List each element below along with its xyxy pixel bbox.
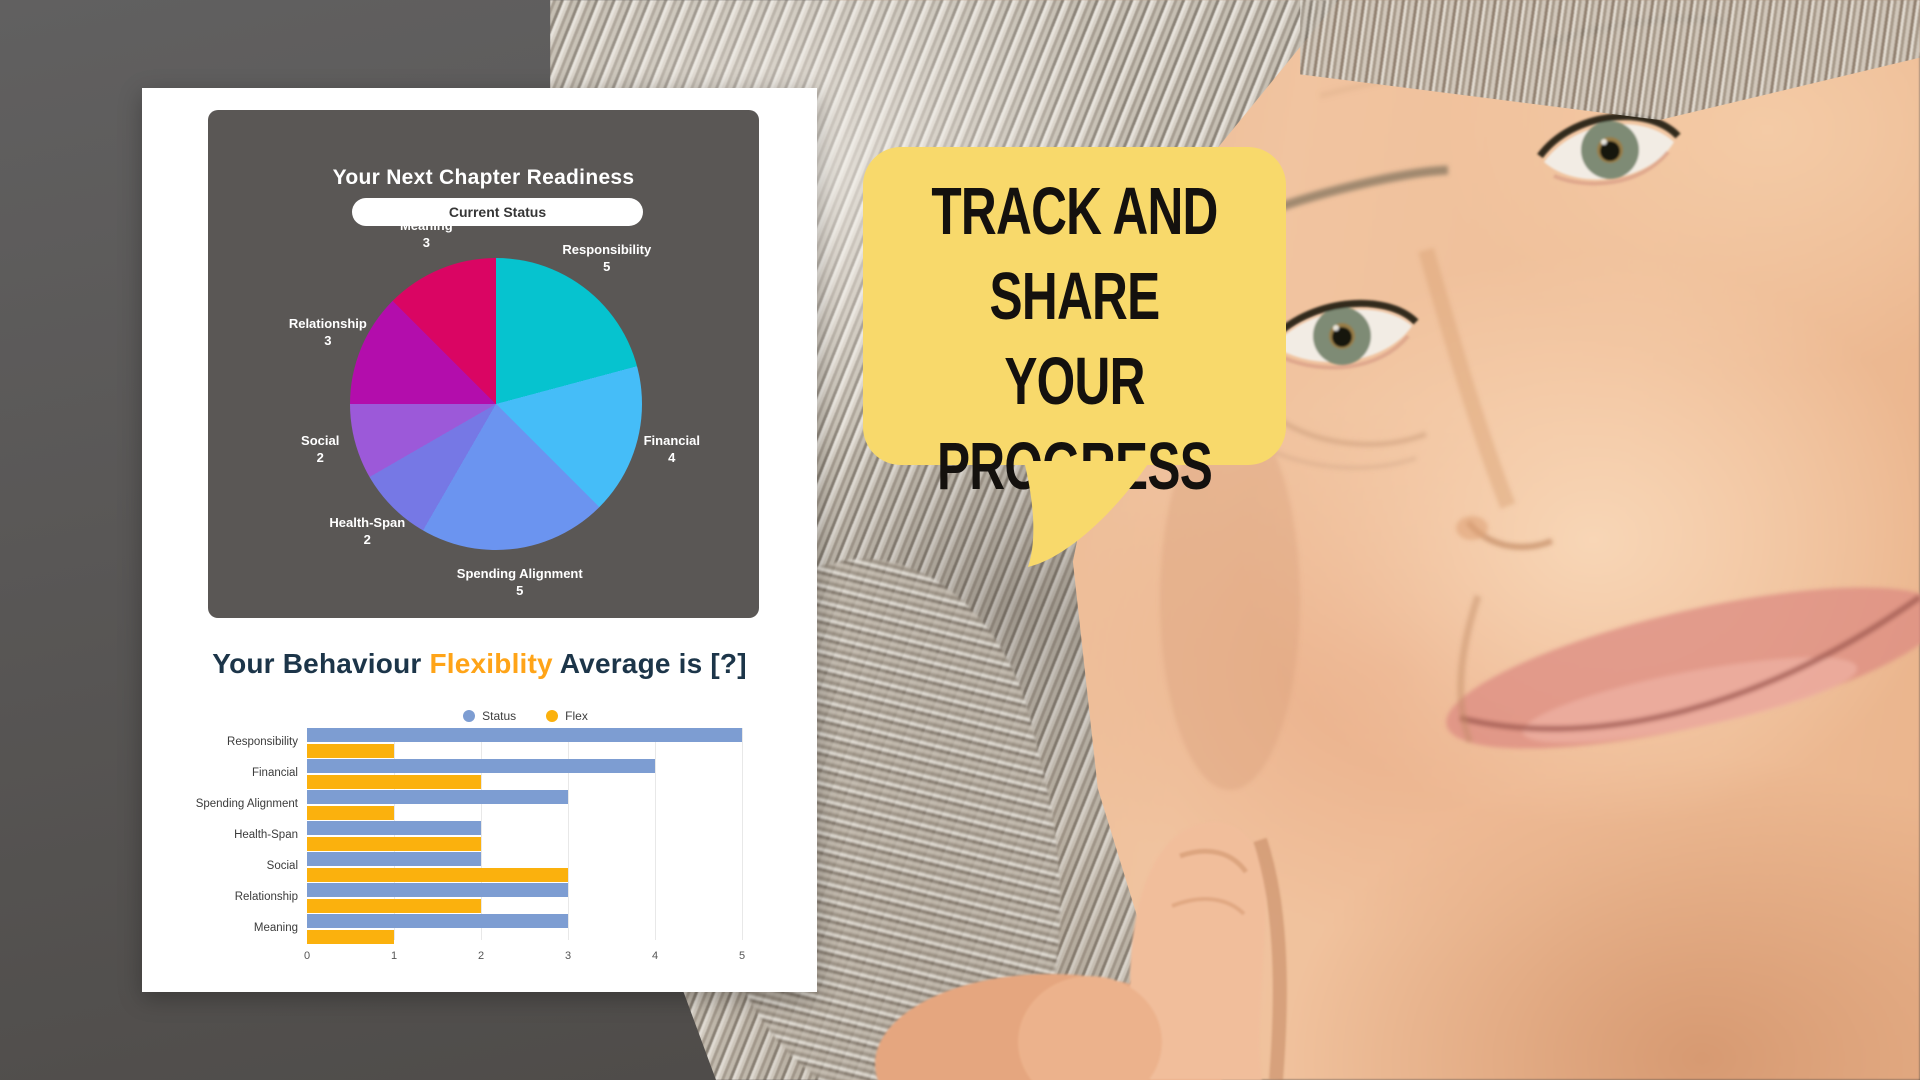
current-status-button[interactable]: Current Status — [352, 198, 643, 226]
gridline — [742, 728, 743, 940]
bar-title-suffix: Average is [?] — [552, 648, 747, 679]
flex-bar — [307, 867, 568, 882]
axis-tick-label: 0 — [303, 950, 311, 962]
pie-panel-title: Your Next Chapter Readiness — [332, 166, 635, 189]
flex-bar — [307, 805, 394, 820]
nose-bridge — [1418, 247, 1516, 509]
axis-tick-label: 3 — [564, 950, 572, 962]
status-bar — [307, 759, 655, 773]
status-bar — [307, 790, 568, 804]
current-status-label: Current Status — [448, 204, 547, 220]
report-card: Your Next Chapter Readiness Current Stat… — [142, 88, 817, 992]
flex-bar — [307, 836, 481, 851]
speech-bubble: TRACK AND SHARE YOUR PROGRESS — [863, 147, 1286, 567]
axis-tick-label: 1 — [390, 950, 398, 962]
bar-title-highlight: Flexiblity — [429, 648, 553, 679]
status-bar — [307, 852, 481, 866]
bar-category-label: Meaning — [253, 922, 298, 934]
speech-bubble-tail — [1024, 461, 1150, 567]
gridline — [568, 728, 569, 940]
bar-chart-title: Your Behaviour Flexiblity Average is [?] — [142, 648, 817, 680]
smile-fold — [1457, 594, 1482, 744]
status-bar — [307, 728, 742, 742]
bar-category-labels: Responsibility Financial Spending Alignmen… — [142, 728, 298, 945]
bar-title-prefix: Your Behaviour — [212, 648, 430, 679]
pie-slice-name: Responsibility — [562, 241, 652, 257]
legend-swatch — [546, 710, 559, 722]
finger — [1129, 821, 1267, 1080]
bar-category-label: Responsibility — [227, 736, 298, 748]
legend-item: Status — [463, 709, 516, 723]
flex-bar — [307, 898, 481, 913]
gridline — [481, 728, 482, 940]
flex-bar — [307, 774, 481, 789]
flex-bar — [307, 929, 394, 944]
gridline — [655, 728, 656, 940]
pie-slice-value: 3 — [422, 234, 430, 250]
pie-chart — [350, 258, 642, 550]
bar-category-label: Social — [266, 860, 298, 872]
bar-plot — [307, 728, 744, 945]
legend-label: Flex — [565, 709, 588, 723]
flex-bar — [307, 743, 394, 758]
bar-category-label: Spending Alignment — [195, 798, 298, 810]
legend-label: Status — [482, 709, 517, 723]
status-bar — [307, 914, 568, 928]
pie-panel: Your Next Chapter Readiness Current Stat… — [208, 110, 759, 618]
mouth-line — [1459, 594, 1920, 732]
legend-item: Flex — [546, 709, 588, 723]
speech-bubble-text: TRACK AND SHARE YOUR PROGRESS — [931, 174, 1218, 504]
axis-tick-label: 4 — [651, 950, 659, 962]
axis-tick-label: 5 — [738, 950, 746, 962]
status-bar — [307, 821, 481, 835]
pie-slice-value: 5 — [516, 583, 524, 599]
under-eye-wrinkle — [1278, 417, 1427, 447]
bar-legend: Status Flex — [307, 708, 744, 724]
bar-category-label: Relationship — [234, 891, 298, 903]
pie-slice-label: Spending Alignment 5 — [450, 566, 590, 600]
axis-tick-label: 2 — [477, 950, 485, 962]
hand-illustration — [875, 821, 1287, 1080]
legend-swatch — [463, 710, 476, 722]
bar-category-label: Financial — [251, 767, 298, 779]
bar-axis-labels: 0 1 2 3 4 5 — [304, 950, 745, 966]
pie-slice-label: Responsibility 5 — [537, 242, 677, 276]
eyes — [1267, 113, 1681, 370]
pie-slice-value: 2 — [363, 531, 371, 547]
pie-slice-name: Spending Alignment — [456, 566, 583, 582]
status-bar — [307, 883, 568, 897]
bar-category-label: Health-Span — [234, 829, 298, 841]
